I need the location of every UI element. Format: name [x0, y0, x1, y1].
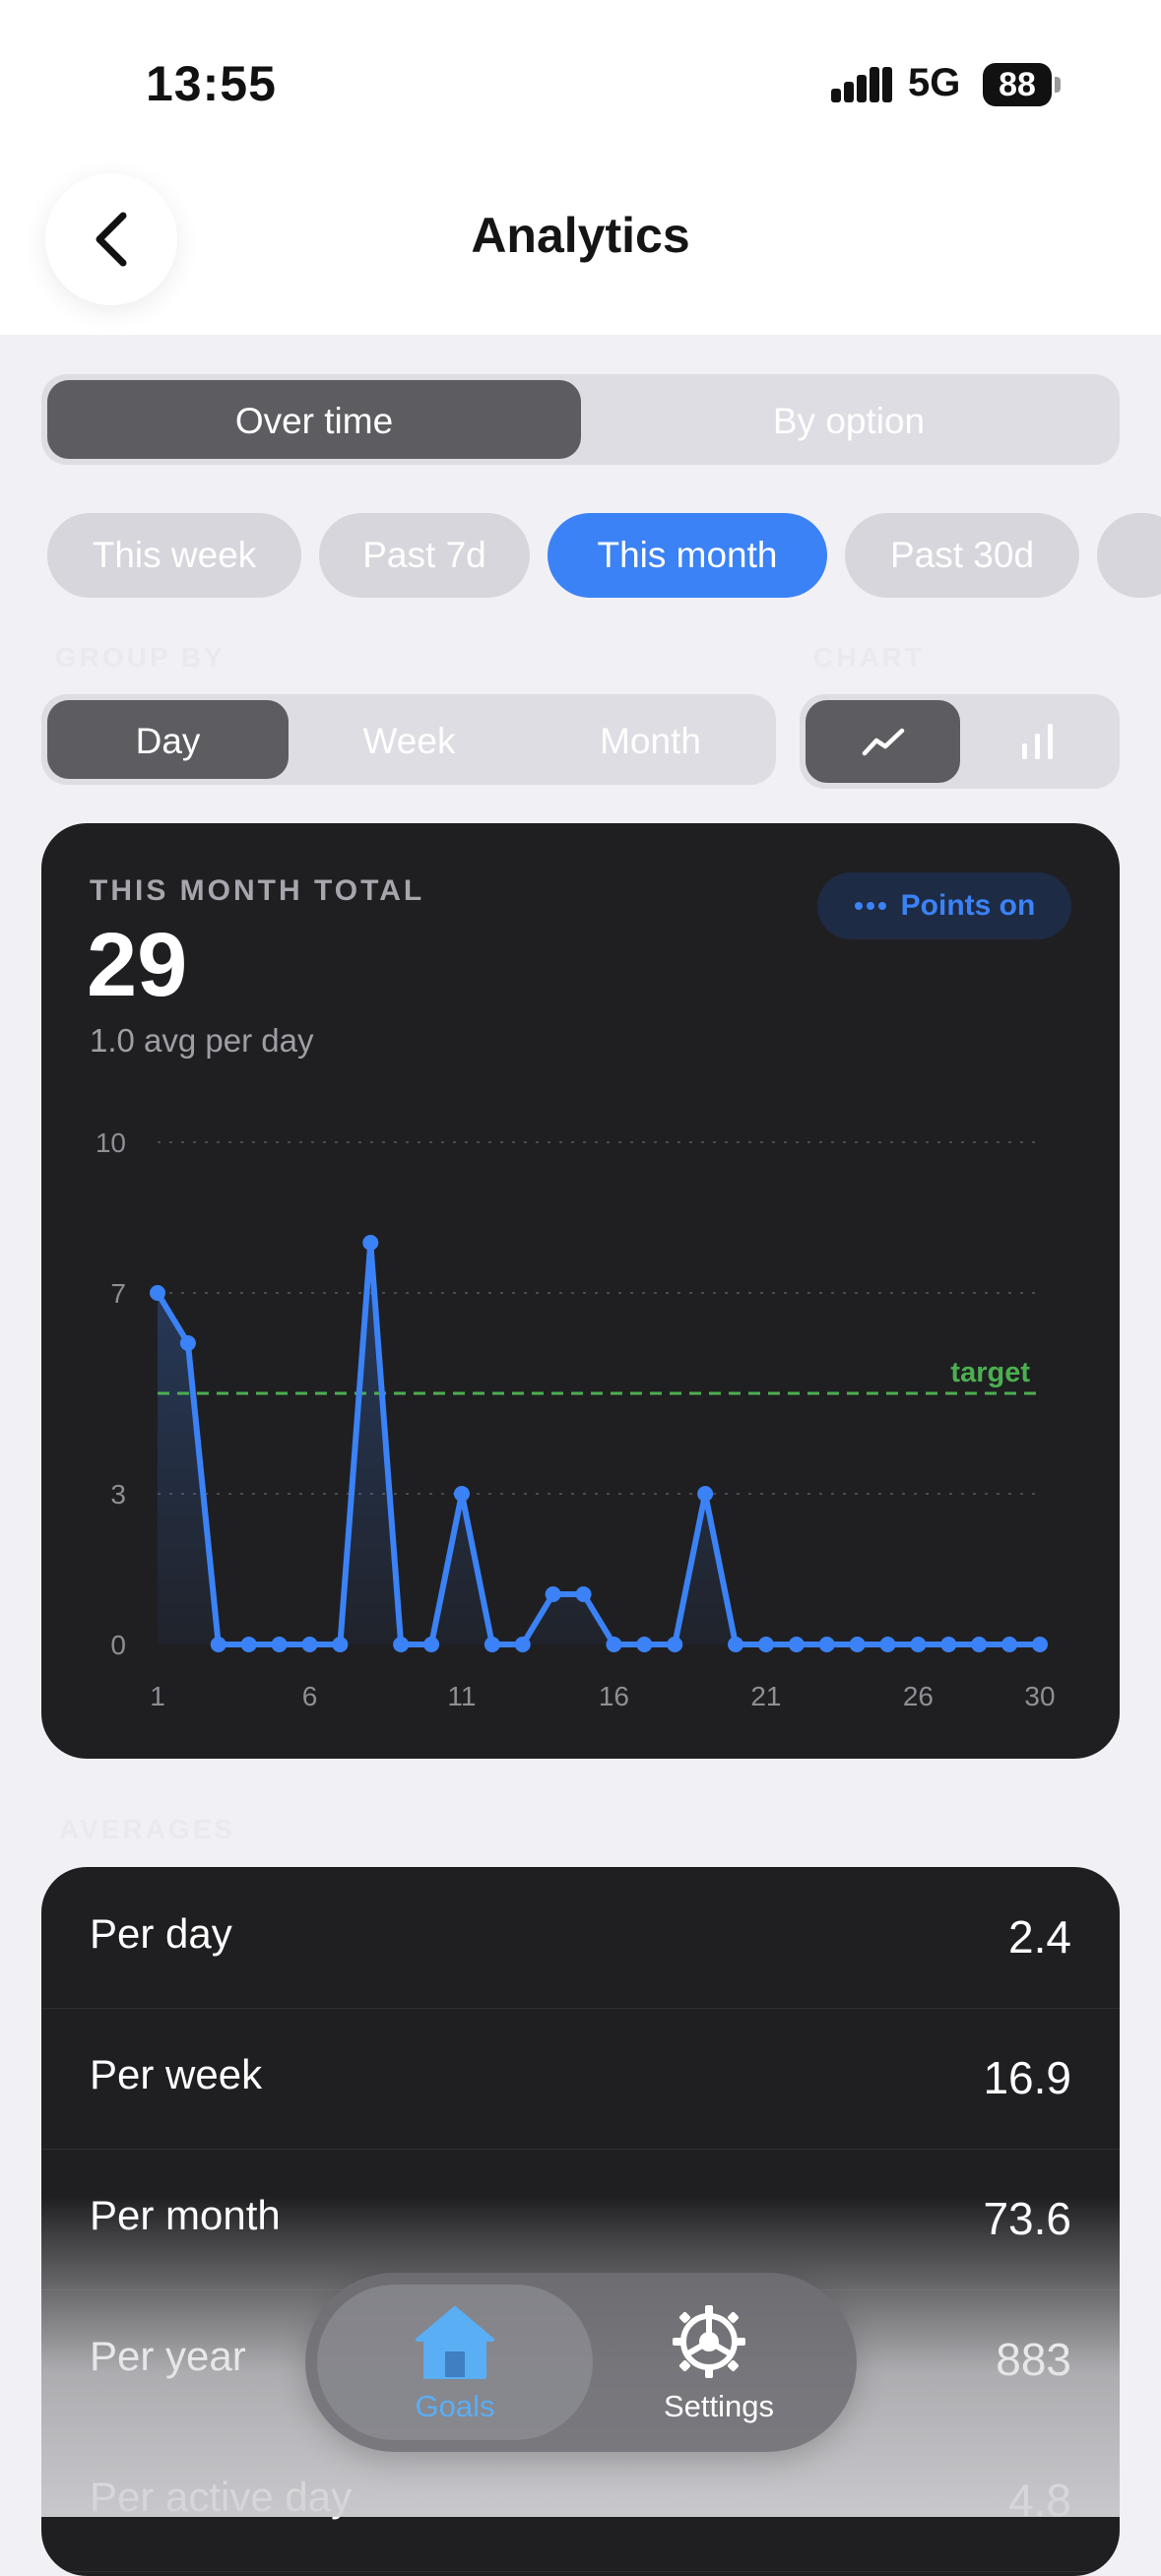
data-point [362, 1235, 379, 1251]
range-pill-past-7d[interactable]: Past 7d [319, 513, 530, 598]
data-point [514, 1637, 531, 1652]
x-tick-label: 16 [599, 1681, 629, 1711]
group-by-label: GROUP BY [55, 642, 226, 673]
battery-tip [1055, 77, 1061, 93]
tab-settings-label: Settings [663, 2389, 774, 2423]
data-point [179, 1335, 196, 1351]
chart-type-active-bg [806, 700, 960, 783]
data-point [575, 1586, 592, 1602]
view-toggle-active-bg [47, 380, 581, 459]
y-tick-label: 3 [110, 1479, 126, 1510]
data-point [818, 1637, 835, 1652]
x-tick-label: 1 [150, 1681, 165, 1711]
series-area [158, 1243, 1040, 1644]
average-value: 73.6 [983, 2193, 1071, 2244]
data-point [636, 1637, 653, 1652]
series-line [155, 1240, 1043, 1647]
average-label: Per year [90, 2333, 246, 2379]
target-label: target [950, 1357, 1030, 1388]
average-row-per-day: Per day 2.4 [41, 1867, 1120, 2009]
chart-type-bar-button[interactable] [960, 700, 1115, 783]
average-label: Per month [90, 2192, 281, 2238]
data-point [453, 1486, 470, 1502]
data-point [271, 1637, 288, 1652]
average-label: Per active day [90, 2474, 353, 2520]
group-by-day[interactable]: Day [135, 721, 201, 761]
y-tick-label: 7 [110, 1278, 126, 1309]
page-title: Analytics [471, 208, 690, 263]
data-point [971, 1637, 988, 1652]
line-chart-icon [862, 728, 904, 756]
data-point [423, 1637, 440, 1652]
range-pill-this-month[interactable]: This month [548, 513, 827, 598]
data-point [240, 1637, 257, 1652]
data-point [1032, 1637, 1048, 1652]
points-toggle-button[interactable]: Points on [817, 872, 1071, 939]
gear-icon [673, 2305, 745, 2378]
dots-icon [854, 902, 886, 910]
data-point [667, 1637, 683, 1652]
x-tick-label: 30 [1024, 1681, 1055, 1711]
average-label: Per day [90, 1910, 232, 1957]
group-by-week[interactable]: Week [362, 721, 456, 761]
house-icon [416, 2306, 494, 2379]
signal-icon [831, 67, 892, 102]
battery-indicator: 88 [983, 63, 1052, 106]
data-point [332, 1637, 349, 1652]
x-tick-label: 26 [903, 1681, 934, 1711]
y-tick-label: 10 [96, 1127, 126, 1158]
tab-goals-label: Goals [415, 2389, 495, 2423]
average-subtitle: 1.0 avg per day [90, 1022, 314, 1059]
chart-type-label: CHART [813, 642, 925, 673]
average-value: 16.9 [983, 2052, 1071, 2103]
data-point [484, 1637, 500, 1652]
average-value: 4.8 [1008, 2475, 1071, 2526]
group-by-active-bg [47, 700, 289, 779]
data-point [728, 1637, 744, 1652]
tab-over-time[interactable]: Over time [234, 401, 394, 441]
data-point [697, 1486, 714, 1502]
range-pill-this-week[interactable]: This week [47, 513, 301, 598]
points-toggle-label: Points on [900, 889, 1036, 922]
data-point [788, 1637, 805, 1652]
chevron-left-icon [96, 212, 127, 267]
tab-by-option[interactable]: By option [772, 401, 926, 441]
data-point [393, 1637, 410, 1652]
bar-chart-icon [1021, 724, 1053, 759]
data-point [940, 1637, 957, 1652]
averages-label: AVERAGES [59, 1814, 236, 1844]
average-row-per-week: Per week 16.9 [41, 2008, 1120, 2150]
data-point [849, 1637, 866, 1652]
back-button[interactable] [45, 173, 177, 305]
data-point [910, 1637, 927, 1652]
total-label: THIS MONTH TOTAL [90, 874, 425, 907]
average-value: 883 [996, 2334, 1071, 2385]
x-tick-label: 21 [750, 1681, 781, 1711]
range-pill-past-30d[interactable]: Past 30d [845, 513, 1079, 598]
chart-type-line-button[interactable] [806, 700, 960, 783]
network-label: 5G [908, 61, 961, 104]
data-point [757, 1637, 774, 1652]
data-point [606, 1637, 622, 1652]
data-point [210, 1637, 226, 1652]
average-label: Per week [90, 2051, 263, 2097]
status-time: 13:55 [146, 56, 277, 111]
x-tick-label: 11 [447, 1681, 476, 1711]
data-point [1001, 1637, 1018, 1652]
average-value: 2.4 [1008, 1911, 1071, 1963]
data-point [301, 1637, 318, 1652]
header-background [0, 0, 1161, 335]
range-pill-overflow[interactable] [1097, 513, 1161, 598]
data-point [545, 1586, 561, 1602]
y-tick-label: 0 [110, 1630, 126, 1660]
average-row-per-month: Per month 73.6 [41, 2149, 1120, 2290]
total-value: 29 [87, 915, 188, 1015]
averages-card: Per day 2.4 Per week 16.9 Per month 73.6… [41, 1867, 1120, 2576]
data-point [879, 1637, 896, 1652]
data-point [150, 1285, 165, 1301]
group-by-month[interactable]: Month [600, 721, 701, 761]
x-tick-label: 6 [302, 1681, 318, 1711]
